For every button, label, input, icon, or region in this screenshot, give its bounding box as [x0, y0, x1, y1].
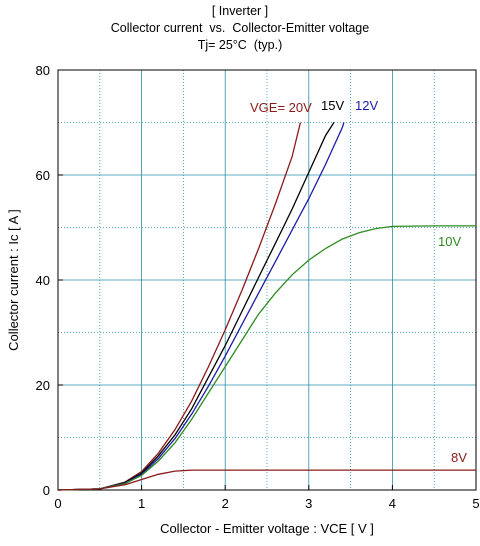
series-line-4 [57, 225, 476, 491]
series-label-5: 8V [451, 450, 467, 465]
grid-lines [58, 70, 476, 490]
x-tick-label: 4 [389, 496, 396, 511]
chart-title: [ Inverter ] Collector current vs. Colle… [0, 3, 480, 54]
y-tick-label: 40 [36, 273, 50, 288]
series-labels: VGE= 20V 15V 12V 10V 8V [250, 98, 467, 465]
series-lines [57, 122, 476, 491]
axis-ticks: 0 1 2 3 4 5 0 20 40 60 80 [36, 63, 480, 511]
series-line-3 [57, 122, 345, 491]
x-axis-label: Collector - Emitter voltage : VCE [ V ] [160, 521, 374, 536]
chart-title-line-1: [ Inverter ] [211, 4, 269, 18]
series-label-3: 12V [355, 98, 378, 113]
x-tick-label: 2 [222, 496, 229, 511]
series-line-2 [57, 122, 335, 491]
x-tick-label: 0 [54, 496, 61, 511]
x-tick-label: 5 [472, 496, 479, 511]
series-line-1 [57, 122, 302, 491]
y-tick-label: 20 [36, 378, 50, 393]
chart-title-line-3: Tj= 25°C (typ.) [197, 38, 283, 52]
chart-title-line-2: Collector current vs. Collector-Emitter … [110, 21, 370, 35]
x-tick-label: 3 [305, 496, 312, 511]
series-label-4: 10V [438, 234, 461, 249]
y-tick-label: 0 [43, 483, 50, 498]
y-tick-label: 60 [36, 168, 50, 183]
series-label-1: VGE= 20V [250, 100, 312, 115]
x-tick-label: 1 [138, 496, 145, 511]
y-tick-label: 80 [36, 63, 50, 78]
y-axis-label: Collector current : Ic [ A ] [6, 209, 21, 351]
series-label-2: 15V [321, 98, 344, 113]
series-line-5 [57, 469, 476, 491]
